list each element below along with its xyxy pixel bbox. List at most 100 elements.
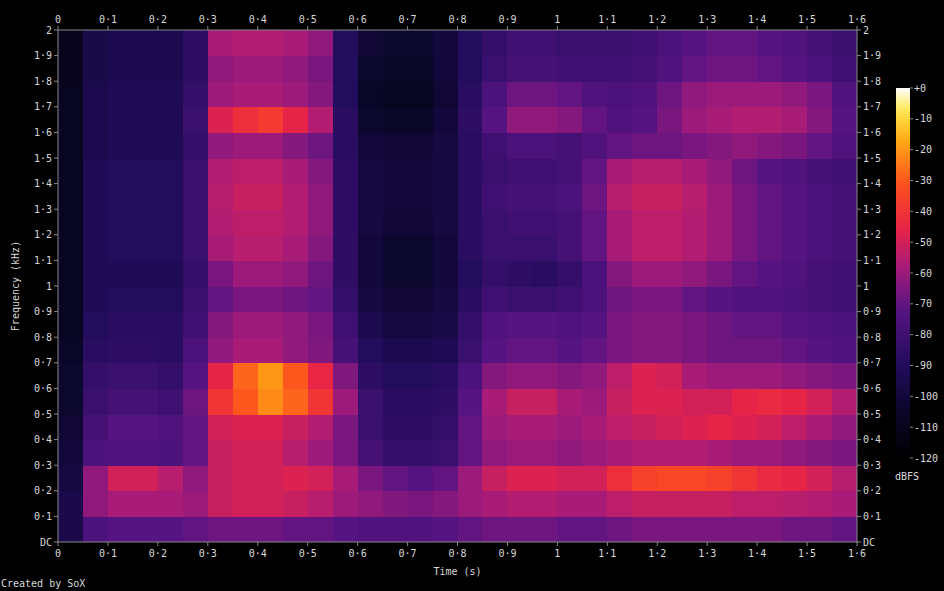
- cell: [58, 286, 84, 312]
- cell: [208, 56, 234, 82]
- cell: [632, 235, 658, 261]
- y-tick-label: 1·5: [34, 153, 52, 164]
- cell: [208, 465, 234, 491]
- cell: [707, 132, 733, 158]
- y-tick-label: 0·7: [863, 357, 881, 368]
- cell: [532, 132, 558, 158]
- cell: [208, 516, 234, 542]
- cell: [333, 516, 359, 542]
- cell: [507, 286, 533, 312]
- cell: [233, 414, 259, 440]
- cell: [632, 312, 658, 338]
- cell: [707, 260, 733, 286]
- cell: [283, 363, 309, 389]
- cell: [283, 312, 309, 338]
- cell: [358, 312, 384, 338]
- cell: [832, 235, 857, 261]
- cell: [283, 209, 309, 235]
- cell: [58, 414, 84, 440]
- cell: [83, 491, 109, 517]
- cell: [632, 81, 658, 107]
- colorbar-tick-label: -90: [914, 360, 932, 371]
- cell: [183, 363, 209, 389]
- cell: [782, 337, 808, 363]
- y-tick: [857, 158, 861, 159]
- cell: [183, 286, 209, 312]
- cell: [482, 56, 508, 82]
- cell: [308, 440, 334, 466]
- cell: [582, 56, 608, 82]
- cell: [233, 209, 259, 235]
- cell: [507, 184, 533, 210]
- cell: [807, 30, 833, 56]
- cell: [258, 516, 284, 542]
- cell: [433, 132, 459, 158]
- cell: [83, 363, 109, 389]
- cell: [358, 491, 384, 517]
- y-tick: [54, 542, 58, 543]
- cell: [682, 81, 708, 107]
- cell: [507, 491, 533, 517]
- cell: [458, 158, 484, 184]
- cell: [108, 286, 134, 312]
- cell: [832, 516, 857, 542]
- cell: [108, 56, 134, 82]
- cell: [158, 337, 184, 363]
- cell: [233, 235, 259, 261]
- cell: [458, 388, 484, 414]
- cell: [383, 465, 409, 491]
- cell: [682, 132, 708, 158]
- cell: [807, 465, 833, 491]
- cell: [108, 414, 134, 440]
- cell: [632, 465, 658, 491]
- cell: [757, 388, 783, 414]
- x-tick: [557, 542, 558, 546]
- cell: [732, 286, 758, 312]
- y-tick-label: 0·4: [34, 434, 52, 445]
- cell: [482, 337, 508, 363]
- cell: [507, 337, 533, 363]
- cell: [383, 56, 409, 82]
- cell: [757, 209, 783, 235]
- cell: [158, 107, 184, 133]
- cell: [532, 107, 558, 133]
- cell: [383, 30, 409, 56]
- x-tick-label: 1·6: [848, 548, 866, 559]
- cell: [58, 388, 84, 414]
- cell: [557, 312, 583, 338]
- cell: [782, 465, 808, 491]
- cell: [757, 312, 783, 338]
- cell: [482, 286, 508, 312]
- y-tick-label: 1·8: [863, 76, 881, 87]
- cell: [433, 491, 459, 517]
- cell: [832, 363, 857, 389]
- cell: [807, 337, 833, 363]
- cell: [532, 363, 558, 389]
- cell: [732, 465, 758, 491]
- y-tick-label: 0·5: [34, 409, 52, 420]
- cell: [83, 132, 109, 158]
- cell: [133, 363, 159, 389]
- cell: [183, 260, 209, 286]
- cell: [757, 235, 783, 261]
- cell: [83, 337, 109, 363]
- cell: [657, 363, 683, 389]
- cell: [607, 209, 633, 235]
- cell: [458, 56, 484, 82]
- y-tick: [857, 81, 861, 82]
- cell: [607, 260, 633, 286]
- cell: [183, 388, 209, 414]
- cell: [358, 184, 384, 210]
- cell: [433, 184, 459, 210]
- cell: [83, 107, 109, 133]
- cell: [657, 312, 683, 338]
- cell: [58, 209, 84, 235]
- cell: [333, 158, 359, 184]
- cell: [283, 465, 309, 491]
- cell: [557, 440, 583, 466]
- cell: [707, 516, 733, 542]
- cell: [133, 30, 159, 56]
- y-tick-label: 1·9: [34, 50, 52, 61]
- cell: [707, 388, 733, 414]
- cell: [258, 465, 284, 491]
